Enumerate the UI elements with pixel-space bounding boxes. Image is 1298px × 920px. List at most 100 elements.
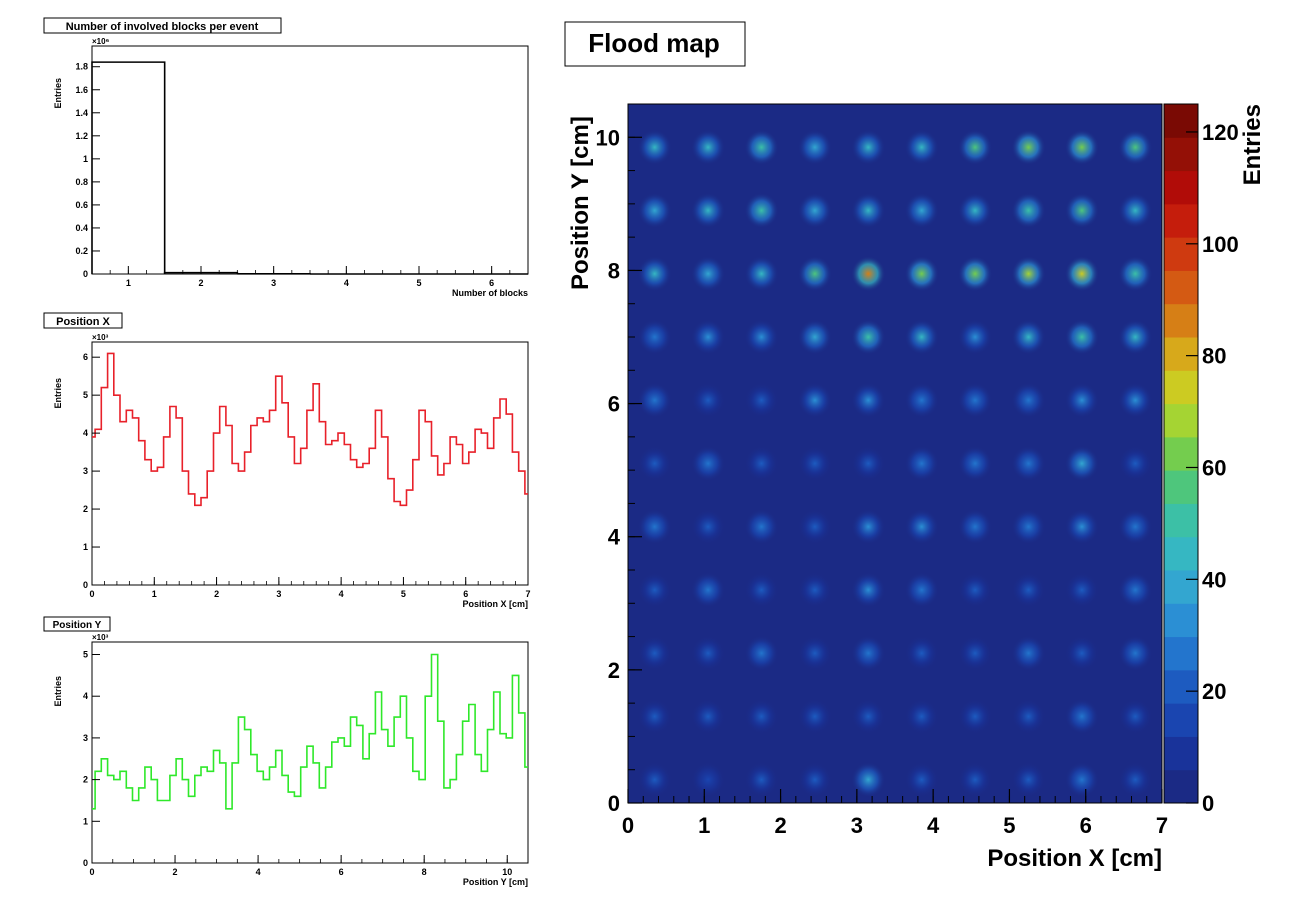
flood-y-tick-label: 2 xyxy=(608,658,620,683)
flood-cell xyxy=(904,382,939,418)
flood-cell xyxy=(797,319,832,355)
flood-cell xyxy=(637,509,672,545)
x-tick-label: 2 xyxy=(173,867,178,877)
flood-cell xyxy=(797,445,832,482)
flood-cell xyxy=(691,509,726,545)
y-tick-label: 2 xyxy=(83,775,88,785)
flood-cell xyxy=(1011,698,1046,735)
flood-z-label: Entries xyxy=(1239,104,1266,185)
y-tick-label: 1 xyxy=(83,816,88,826)
colorbar-tick-label: 60 xyxy=(1202,455,1226,480)
y-tick-label: 0.2 xyxy=(75,246,88,256)
colorbar-band xyxy=(1164,137,1198,172)
x-tick-label: 5 xyxy=(416,278,421,288)
flood-cell xyxy=(904,761,939,798)
y-tick-label: 1.2 xyxy=(75,131,88,141)
x-tick-label: 3 xyxy=(271,278,276,288)
colorbar-band xyxy=(1164,669,1198,704)
flood-y-ticks: 0 2 4 6 8 10 xyxy=(596,103,642,816)
flood-x-tick-label: 0 xyxy=(622,813,634,838)
flood-cell xyxy=(1118,635,1153,671)
flood-x-tick-label: 4 xyxy=(927,813,940,838)
y-tick-label: 3 xyxy=(83,733,88,743)
flood-cell xyxy=(744,445,779,482)
x-tick-label: 7 xyxy=(525,589,530,599)
flood-cell xyxy=(1064,509,1099,545)
posy-title: Position Y xyxy=(53,620,102,631)
flood-cell xyxy=(744,192,779,229)
flood-cell xyxy=(958,445,993,482)
colorbar-band xyxy=(1164,470,1198,504)
flood-frame xyxy=(627,103,1163,804)
flood-cell xyxy=(1011,509,1046,545)
posy-y-label: Entries xyxy=(53,676,63,707)
flood-cell xyxy=(797,635,832,671)
posx-y-label: Entries xyxy=(53,378,63,409)
flood-cell xyxy=(1064,572,1099,608)
flood-cell xyxy=(691,129,726,165)
flood-x-ticks: 0 1 2 3 4 5 6 7 xyxy=(622,789,1168,838)
flood-cell xyxy=(691,319,726,355)
y-tick-label: 1.8 xyxy=(75,62,88,72)
flood-cell xyxy=(1011,256,1046,292)
flood-cell xyxy=(1118,319,1153,355)
flood-cell xyxy=(958,635,993,671)
colorbar-band xyxy=(1164,337,1198,371)
flood-y-tick-label: 4 xyxy=(608,525,621,550)
flood-y-tick-label: 10 xyxy=(596,125,620,150)
flood-cell xyxy=(1011,129,1046,165)
flood-cell xyxy=(637,256,672,292)
y-tick-label: 0 xyxy=(83,269,88,279)
flood-y-tick-label: 6 xyxy=(608,392,620,417)
flood-cell xyxy=(691,256,726,292)
x-tick-label: 8 xyxy=(422,867,427,877)
flood-cell xyxy=(744,256,779,292)
flood-cell xyxy=(1064,192,1099,229)
flood-cell xyxy=(958,129,993,165)
flood-y-label: Position Y [cm] xyxy=(567,116,594,290)
flood-cell xyxy=(1118,572,1153,608)
flood-cell xyxy=(851,129,886,165)
blocks-title-box xyxy=(43,17,282,34)
flood-y-tick-label: 0 xyxy=(608,791,620,816)
flood-cell xyxy=(797,509,832,545)
flood-cell xyxy=(1118,761,1153,798)
flood-cell xyxy=(797,382,832,418)
y-tick-label: 3 xyxy=(83,466,88,476)
colorbar-band xyxy=(1164,303,1198,338)
flood-colorbar xyxy=(1164,104,1198,804)
flood-cell xyxy=(1064,445,1099,482)
posy-panel: Position Y 0 2 4 6 8 10 0 1 2 3 4 5 ×10³ Position … xyxy=(43,616,529,887)
colorbar-tick-label: 80 xyxy=(1202,344,1226,369)
posx-panel: Position X 0 1 2 3 4 5 6 7 0 1 2 3 4 5 6 ×10³ Positio… xyxy=(43,312,531,609)
flood-cell xyxy=(691,761,726,798)
flood-cell xyxy=(904,256,939,292)
posy-series-line xyxy=(92,653,528,810)
flood-cell xyxy=(851,256,886,292)
flood-cell xyxy=(1064,635,1099,671)
flood-cell xyxy=(904,129,939,165)
flood-cell xyxy=(851,382,886,418)
posx-histogram xyxy=(92,352,528,507)
flood-cell xyxy=(1011,572,1046,608)
y-tick-label: 2 xyxy=(83,504,88,514)
flood-cell xyxy=(1011,192,1046,229)
flood-cell xyxy=(958,761,993,798)
flood-cell xyxy=(691,192,726,229)
flood-cell xyxy=(851,192,886,229)
flood-heatmap xyxy=(637,129,1153,798)
flood-cell xyxy=(851,572,886,608)
flood-cell xyxy=(1064,129,1099,165)
colorbar-band xyxy=(1164,203,1198,238)
y-tick-label: 1 xyxy=(83,542,88,552)
flood-cell xyxy=(691,635,726,671)
x-tick-label: 6 xyxy=(339,867,344,877)
flood-x-tick-label: 7 xyxy=(1156,813,1168,838)
y-tick-label: 4 xyxy=(83,691,88,701)
flood-cell xyxy=(691,572,726,608)
blocks-title: Number of involved blocks per event xyxy=(66,21,259,33)
colorbar-tick-label: 0 xyxy=(1202,791,1214,816)
flood-cell xyxy=(797,761,832,798)
y-tick-label: 0 xyxy=(83,858,88,868)
x-tick-label: 6 xyxy=(463,589,468,599)
